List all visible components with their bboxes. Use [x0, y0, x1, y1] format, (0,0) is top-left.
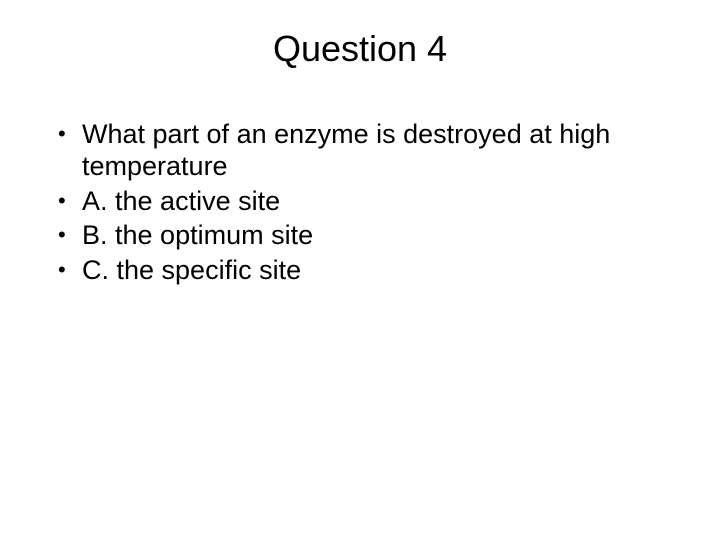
bullet-item: C. the specific site	[54, 254, 666, 286]
bullet-item: What part of an enzyme is destroyed at h…	[54, 118, 666, 183]
slide-content: What part of an enzyme is destroyed at h…	[0, 118, 720, 286]
bullet-item: B. the optimum site	[54, 219, 666, 251]
slide-container: Question 4 What part of an enzyme is des…	[0, 0, 720, 540]
bullet-item: A. the active site	[54, 185, 666, 217]
slide-title: Question 4	[0, 28, 720, 70]
bullet-list: What part of an enzyme is destroyed at h…	[54, 118, 666, 286]
